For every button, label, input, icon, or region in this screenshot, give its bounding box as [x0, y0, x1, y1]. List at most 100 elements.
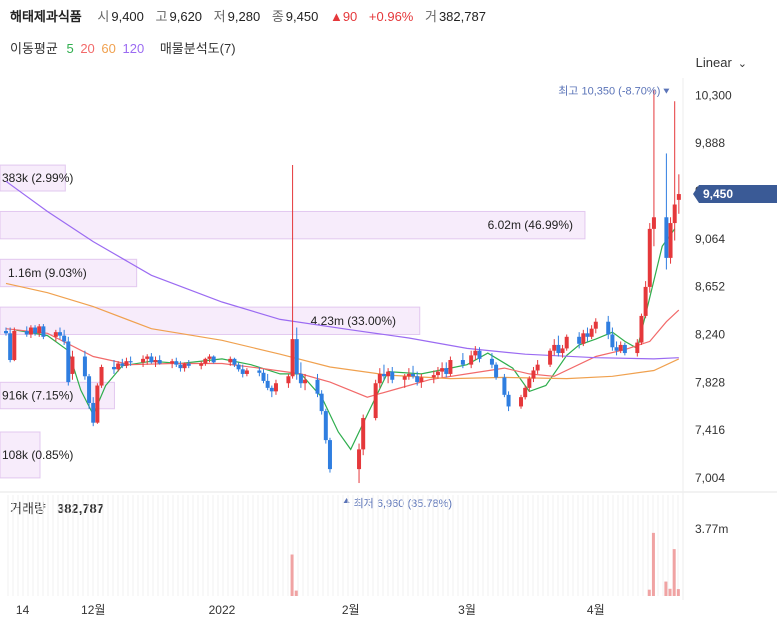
candle-body — [240, 369, 245, 374]
candle-body — [519, 397, 524, 407]
candle-body — [552, 344, 557, 351]
candle-body — [298, 373, 303, 384]
volume-profile-label: 1.16m (9.03%) — [8, 266, 87, 280]
candle-body — [203, 358, 208, 364]
stock-name: 해태제과식품 — [10, 9, 82, 24]
y-tick-label: 9,064 — [695, 232, 725, 246]
candle-body — [460, 360, 465, 365]
y-tick-label: 8,240 — [695, 327, 725, 341]
candle-body — [415, 376, 420, 383]
candle-body — [585, 333, 590, 337]
volume-profile-label: 6.02m (46.99%) — [488, 218, 573, 232]
high-marker-arrow — [663, 88, 670, 94]
stock-header: 해태제과식품 시 9,400 고 9,620 저 9,280 종 9,450 ▲90 +… — [10, 6, 494, 25]
volume-profile-bar — [0, 306, 421, 335]
candle-body — [128, 361, 133, 363]
chevron-down-icon: ⌄ — [737, 58, 747, 70]
candle-body — [581, 333, 586, 344]
candle-body — [535, 364, 540, 371]
candle-body — [373, 383, 378, 419]
candle-body — [327, 440, 332, 470]
close-label: 종 — [271, 9, 284, 24]
volume-profile-bar — [0, 258, 138, 288]
x-tick-label: 14 — [16, 603, 30, 617]
candle-body — [593, 321, 598, 329]
candle-body — [444, 368, 449, 374]
volume-profile-label[interactable]: 매물분석도(7) — [159, 41, 236, 56]
candle-body — [141, 358, 146, 363]
candle-body — [502, 377, 507, 395]
candle-body — [174, 361, 179, 365]
candle-body — [381, 373, 386, 377]
y-tick-label: 7,416 — [695, 423, 725, 437]
candle-body — [236, 364, 241, 370]
candle-body — [315, 379, 320, 394]
candle-body — [12, 331, 17, 361]
candle-body — [577, 336, 582, 344]
candle-body — [120, 363, 125, 366]
candle-body — [290, 339, 295, 377]
candle-body — [41, 326, 46, 337]
candle-body — [672, 204, 677, 224]
moving-average-line-5 — [14, 228, 676, 451]
ma60-label: 60 — [101, 41, 116, 56]
candle-body — [269, 387, 274, 392]
candle-body — [419, 377, 424, 383]
candle-body — [647, 228, 652, 287]
volume-bar — [651, 532, 655, 596]
ma-label[interactable]: 이동평균 — [10, 41, 58, 56]
candle-body — [286, 376, 291, 384]
candle-body — [639, 315, 644, 343]
candle-body — [377, 373, 382, 384]
candle-body — [556, 344, 561, 354]
y-tick-label: 10,300 — [695, 88, 732, 102]
volume-profile-label: 383k (2.99%) — [2, 171, 73, 185]
candle-body — [70, 356, 75, 374]
change-percent: +0.96% — [368, 9, 414, 24]
candle-body — [265, 380, 270, 388]
candle-body — [411, 373, 416, 377]
scale-dropdown[interactable]: Linear ⌄ — [696, 55, 747, 70]
volume-profile-label: 916k (7.15%) — [2, 389, 73, 403]
change-value: ▲90 — [329, 9, 358, 24]
volume-profile-label: 108k (0.85%) — [2, 448, 73, 462]
x-tick-label: 2월 — [342, 603, 360, 617]
candle-body — [402, 376, 407, 380]
candle-body — [99, 366, 104, 386]
low-marker-arrow — [343, 498, 350, 504]
candle-body — [53, 332, 58, 337]
volume-profile-bar — [0, 164, 66, 192]
candle-body — [28, 327, 33, 335]
candle-body — [506, 394, 511, 407]
candle-body — [560, 348, 565, 354]
candle-body — [82, 356, 87, 377]
candle-body — [361, 418, 366, 450]
candle-body — [111, 366, 116, 370]
candle-body — [614, 347, 619, 351]
candle-body — [527, 378, 532, 388]
candle-body — [477, 350, 482, 359]
scale-label: Linear — [695, 55, 732, 70]
candle-body — [261, 372, 266, 381]
ma120-label: 120 — [122, 41, 145, 56]
candle-body — [531, 370, 536, 379]
high-marker-label: 최고 10,350 (-8.70%) — [558, 85, 660, 98]
candle-body — [303, 379, 308, 384]
y-tick-label: 9,888 — [695, 136, 725, 150]
candle-body — [635, 342, 640, 354]
candle-body — [153, 360, 158, 363]
volume-bar — [290, 554, 294, 596]
volume-bar — [676, 589, 680, 596]
candle-body — [66, 341, 71, 383]
candle-body — [33, 327, 38, 334]
moving-average-line-120 — [5, 180, 679, 360]
candle-body — [523, 387, 528, 398]
candle-body — [357, 449, 362, 470]
candle-body — [182, 363, 187, 369]
candle-body — [548, 350, 553, 365]
candle-body — [435, 371, 440, 376]
y-tick-label: 7,828 — [695, 375, 725, 389]
candle-body — [244, 370, 249, 374]
candle-body — [170, 361, 175, 364]
